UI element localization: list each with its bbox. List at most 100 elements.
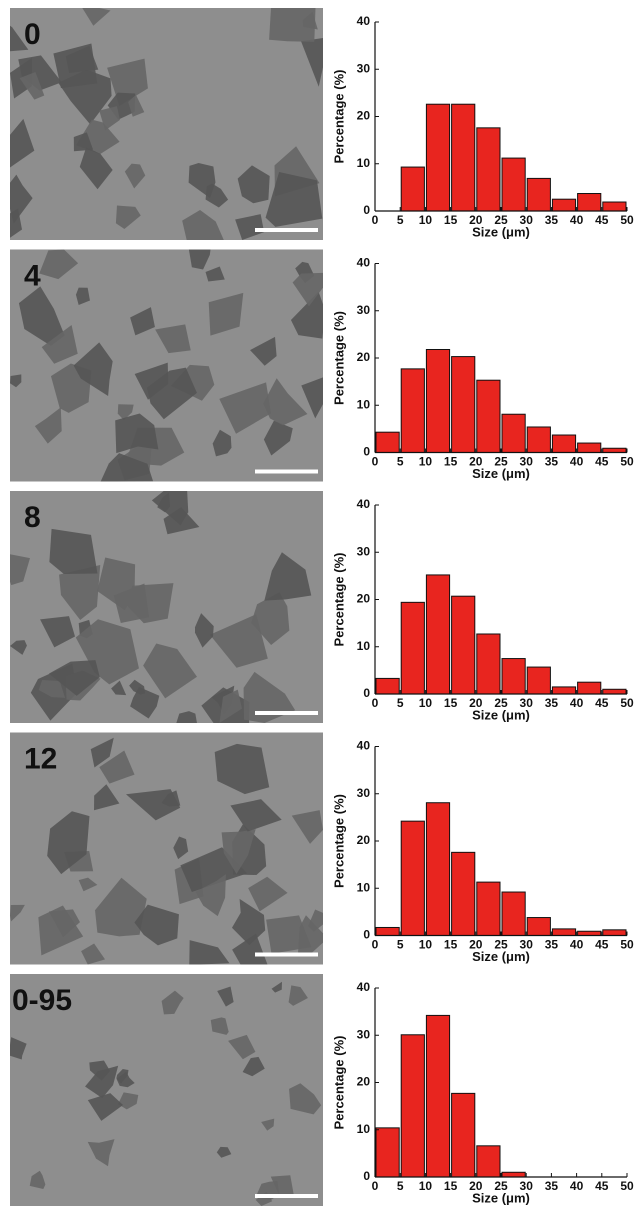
flake bbox=[205, 183, 229, 208]
flake bbox=[217, 986, 234, 1007]
flake bbox=[209, 614, 268, 668]
bar bbox=[476, 127, 501, 212]
flake bbox=[263, 420, 293, 456]
x-tick-label: 10 bbox=[419, 1179, 433, 1193]
flake bbox=[263, 378, 308, 426]
y-tick-label: 20 bbox=[357, 1075, 371, 1089]
flake bbox=[134, 904, 179, 946]
bar bbox=[425, 574, 451, 695]
flake bbox=[212, 429, 232, 457]
y-tick-label: 40 bbox=[357, 14, 371, 28]
x-tick-label: 10 bbox=[419, 938, 433, 952]
flake bbox=[59, 564, 101, 620]
y-tick-label: 40 bbox=[357, 980, 371, 994]
flake bbox=[176, 711, 197, 723]
flake bbox=[248, 876, 288, 912]
x-tick-label: 45 bbox=[595, 696, 609, 710]
bar bbox=[451, 1092, 476, 1178]
x-tick-label: 50 bbox=[620, 1179, 634, 1193]
bar bbox=[476, 379, 501, 453]
flake bbox=[79, 147, 113, 190]
flake bbox=[49, 528, 98, 574]
y-tick-label: 30 bbox=[357, 544, 371, 558]
x-tick-label: 25 bbox=[494, 213, 508, 227]
flake bbox=[73, 132, 94, 152]
y-tick-label: 20 bbox=[357, 833, 371, 847]
x-tick-label: 20 bbox=[469, 213, 483, 227]
x-tick-label: 5 bbox=[397, 938, 404, 952]
x-tick-label: 35 bbox=[545, 213, 559, 227]
flake bbox=[75, 619, 139, 685]
flake bbox=[308, 909, 323, 932]
flake bbox=[90, 737, 114, 768]
flake bbox=[82, 8, 111, 26]
bar bbox=[501, 891, 526, 937]
flake bbox=[78, 877, 98, 892]
bar bbox=[602, 447, 627, 453]
flake bbox=[127, 583, 174, 624]
flake bbox=[292, 272, 323, 307]
y-tick-label: 10 bbox=[357, 156, 371, 170]
bar bbox=[425, 1014, 451, 1178]
x-tick-label: 15 bbox=[444, 938, 458, 952]
x-tick-label: 45 bbox=[595, 1179, 609, 1193]
flake bbox=[157, 492, 171, 513]
flake bbox=[288, 985, 308, 1006]
panel-label: 0 bbox=[24, 18, 41, 51]
y-tick-label: 20 bbox=[357, 592, 371, 606]
flake bbox=[10, 640, 27, 655]
y-tick-label: 0 bbox=[363, 203, 370, 217]
y-tick-label: 40 bbox=[357, 256, 371, 270]
x-tick-label: 35 bbox=[545, 938, 559, 952]
x-tick-label: 0 bbox=[372, 213, 379, 227]
y-tick-label: 0 bbox=[363, 1169, 370, 1183]
y-tick-label: 30 bbox=[357, 1027, 371, 1041]
x-tick-label: 45 bbox=[595, 213, 609, 227]
flake bbox=[265, 171, 323, 227]
y-tick-label: 10 bbox=[357, 639, 371, 653]
flake bbox=[75, 287, 90, 305]
x-tick-label: 30 bbox=[520, 1179, 534, 1193]
bar bbox=[451, 851, 476, 937]
flake bbox=[182, 210, 224, 240]
y-tick-label: 0 bbox=[363, 445, 370, 459]
flake bbox=[161, 790, 181, 807]
x-tick-label: 10 bbox=[419, 696, 433, 710]
x-tick-label: 35 bbox=[545, 1179, 559, 1193]
bar bbox=[602, 929, 627, 937]
flake bbox=[243, 671, 296, 723]
flake bbox=[94, 784, 120, 811]
flake bbox=[10, 554, 30, 586]
flake bbox=[100, 453, 154, 482]
x-tick-label: 30 bbox=[520, 455, 534, 469]
bar bbox=[451, 356, 476, 453]
bar bbox=[451, 595, 476, 695]
x-tick-label: 15 bbox=[444, 696, 458, 710]
flake bbox=[205, 266, 225, 282]
y-axis-label: Percentage (%) bbox=[331, 70, 346, 164]
flake bbox=[266, 915, 312, 954]
flake bbox=[237, 165, 270, 204]
y-tick-label: 40 bbox=[357, 497, 371, 511]
x-axis-label: Size (μm) bbox=[472, 949, 530, 964]
flake bbox=[128, 94, 145, 117]
panel-label: 0-95 bbox=[12, 984, 72, 1017]
flake bbox=[41, 325, 78, 364]
flake bbox=[39, 249, 79, 280]
x-tick-label: 5 bbox=[397, 213, 404, 227]
flake bbox=[117, 404, 134, 421]
x-tick-label: 40 bbox=[570, 1179, 584, 1193]
flake bbox=[289, 1083, 322, 1115]
bar bbox=[577, 930, 602, 936]
x-tick-label: 20 bbox=[469, 455, 483, 469]
x-tick-label: 0 bbox=[372, 1179, 379, 1193]
flake bbox=[195, 874, 226, 917]
x-tick-label: 40 bbox=[570, 938, 584, 952]
panel-label: 8 bbox=[24, 501, 41, 534]
flake bbox=[189, 940, 230, 965]
bar bbox=[526, 917, 551, 936]
flake bbox=[235, 214, 265, 240]
bar bbox=[577, 681, 602, 695]
y-tick-label: 10 bbox=[357, 880, 371, 894]
